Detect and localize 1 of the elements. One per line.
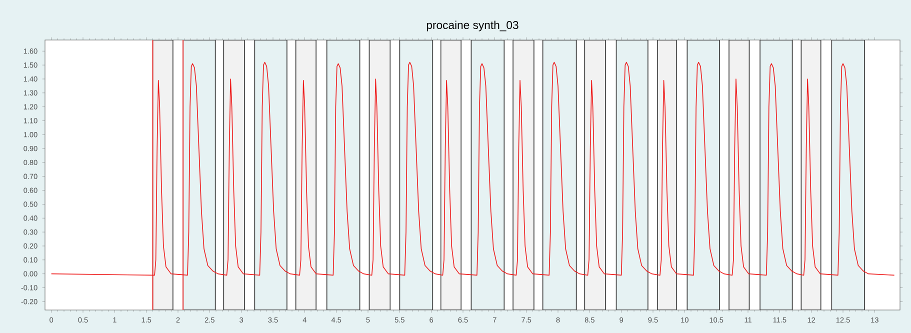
chart-title: procaine synth_03: [426, 20, 518, 32]
